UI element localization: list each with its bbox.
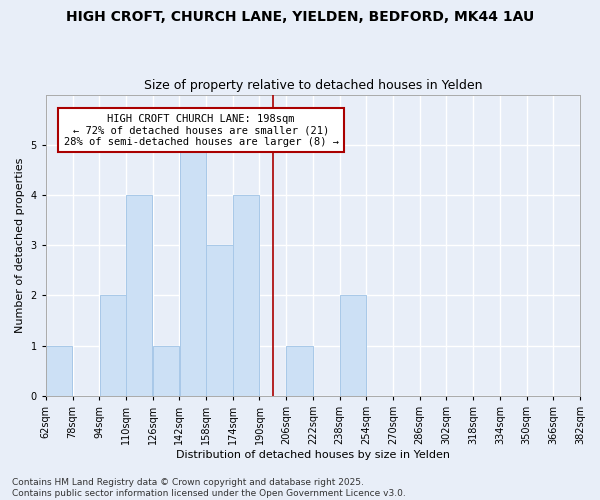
Text: HIGH CROFT CHURCH LANE: 198sqm
← 72% of detached houses are smaller (21)
28% of : HIGH CROFT CHURCH LANE: 198sqm ← 72% of … [64,114,338,147]
Bar [100,296,126,396]
Text: HIGH CROFT, CHURCH LANE, YIELDEN, BEDFORD, MK44 1AU: HIGH CROFT, CHURCH LANE, YIELDEN, BEDFOR… [66,10,534,24]
Bar [126,195,152,396]
Bar [233,195,259,396]
Bar [340,296,366,396]
Bar [153,346,179,396]
Text: Contains HM Land Registry data © Crown copyright and database right 2025.
Contai: Contains HM Land Registry data © Crown c… [12,478,406,498]
Bar [46,346,72,396]
Bar [286,346,313,396]
Bar [179,145,206,396]
Title: Size of property relative to detached houses in Yelden: Size of property relative to detached ho… [143,79,482,92]
Bar [206,245,233,396]
X-axis label: Distribution of detached houses by size in Yelden: Distribution of detached houses by size … [176,450,450,460]
Y-axis label: Number of detached properties: Number of detached properties [15,158,25,333]
